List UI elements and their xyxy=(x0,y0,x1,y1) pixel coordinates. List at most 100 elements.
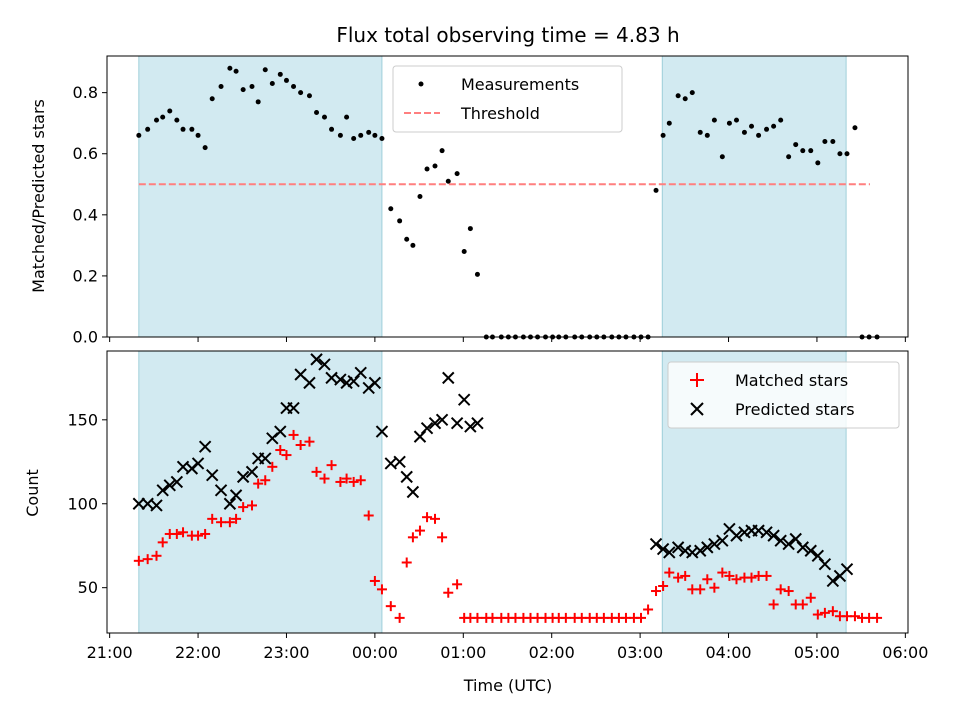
x-tick-label: 02:00 xyxy=(529,643,575,662)
x-tick-label: 06:00 xyxy=(882,643,928,662)
matched-star-point xyxy=(253,478,264,489)
measurement-point xyxy=(749,123,755,129)
measurement-point xyxy=(136,132,142,138)
measurement-point xyxy=(262,67,268,73)
measurement-point xyxy=(160,114,166,120)
predicted-star-point xyxy=(354,366,367,380)
top-y-axis-label: Matched/Predicted stars xyxy=(29,99,48,293)
matched-star-point xyxy=(812,609,823,620)
y-tick-label: 0.6 xyxy=(73,144,98,163)
matched-star-point xyxy=(819,607,830,618)
measurement-point xyxy=(756,132,762,138)
measurement-point xyxy=(344,114,350,120)
predicted-star-point xyxy=(223,497,237,510)
measurement-point xyxy=(454,171,460,177)
measurement-point xyxy=(227,65,233,71)
matched-star-point xyxy=(664,567,675,578)
measurement-point xyxy=(704,132,710,138)
matched-star-point xyxy=(487,612,498,623)
matched-star-point xyxy=(658,581,669,591)
matched-star-point xyxy=(311,466,322,477)
matched-star-point xyxy=(369,575,380,586)
y-tick-label: 150 xyxy=(67,410,98,429)
measurement-point xyxy=(417,194,423,199)
legend-matched-label: Matched stars xyxy=(735,371,848,390)
predicted-star-point xyxy=(191,457,205,470)
predicted-star-point xyxy=(163,479,176,492)
matched-star-point xyxy=(437,532,448,543)
predicted-star-point xyxy=(310,353,323,366)
matched-star-point xyxy=(281,450,292,461)
y-tick-label: 0.4 xyxy=(73,205,98,224)
measurement-point xyxy=(786,154,792,160)
predicted-star-point xyxy=(428,416,442,430)
predicted-star-point xyxy=(132,497,146,510)
measurement-point xyxy=(167,108,173,114)
predicted-star-point xyxy=(649,537,663,551)
measurement-point xyxy=(474,271,480,277)
x-tick-label: 05:00 xyxy=(794,643,840,662)
measurement-point xyxy=(366,129,372,135)
predicted-star-point xyxy=(400,470,413,484)
matched-star-point xyxy=(157,537,168,548)
measurement-point xyxy=(719,154,725,160)
measurement-point xyxy=(808,148,814,154)
x-tick-label: 03:00 xyxy=(617,643,663,662)
predicted-star-point xyxy=(198,440,212,453)
matched-star-point xyxy=(643,604,654,615)
matched-star-point xyxy=(731,574,742,585)
predicted-star-point xyxy=(368,376,382,390)
predicted-star-point xyxy=(406,485,420,499)
measurement-point xyxy=(741,129,747,135)
predicted-star-point xyxy=(782,537,795,551)
measurement-point xyxy=(660,132,666,138)
measurement-point xyxy=(180,126,186,132)
y-tick-label: 0.0 xyxy=(73,328,98,347)
x-tick-label: 22:00 xyxy=(175,643,221,662)
matched-star-point xyxy=(335,476,346,487)
measurement-point xyxy=(844,151,850,157)
predicted-star-point xyxy=(450,416,464,430)
plot-frame xyxy=(106,350,909,634)
measurement-point xyxy=(202,145,208,151)
matched-star-point xyxy=(207,513,218,524)
matched-star-point xyxy=(680,570,691,581)
measurement-point xyxy=(689,90,695,96)
y-tick-label: 0.8 xyxy=(73,83,98,102)
measurement-point xyxy=(195,132,201,138)
matched-star-point xyxy=(133,555,144,566)
measurement-point xyxy=(726,120,732,126)
predicted-star-point xyxy=(236,470,250,484)
matched-star-point xyxy=(761,570,772,581)
measurement-point xyxy=(675,93,681,99)
matched-star-point xyxy=(452,579,463,590)
predicted-star-point xyxy=(471,416,484,430)
predicted-star-point xyxy=(393,455,406,468)
legend-measurements-label: Measurements xyxy=(461,75,579,94)
x-tick-label: 00:00 xyxy=(352,643,398,662)
matched-star-point xyxy=(275,445,286,456)
matched-star-point xyxy=(200,528,211,539)
y-tick-label: 50 xyxy=(78,578,98,597)
panel-ratio: 0.00.20.40.60.8 Matched/Predicted stars … xyxy=(29,55,909,347)
measurement-point xyxy=(697,129,703,135)
matched-star-point xyxy=(724,570,735,581)
predicted-star-point xyxy=(767,529,780,542)
matched-star-point xyxy=(422,512,433,523)
matched-star-point xyxy=(430,513,441,524)
x-tick-label: 01:00 xyxy=(440,643,486,662)
legend-predicted-marker xyxy=(690,402,704,416)
matched-star-point xyxy=(636,612,646,623)
measurement-point xyxy=(461,248,467,254)
matched-star-point xyxy=(407,532,418,543)
predicted-star-point xyxy=(156,484,169,497)
y-tick-label: 0.2 xyxy=(73,266,98,285)
predicted-star-point xyxy=(375,425,389,438)
measurement-point xyxy=(410,242,416,248)
matched-star-point xyxy=(401,557,412,568)
predicted-star-point xyxy=(340,376,353,390)
predicted-star-point xyxy=(663,546,676,559)
matched-star-point xyxy=(260,475,271,486)
predicted-star-point xyxy=(170,475,184,489)
predicted-star-point xyxy=(259,452,272,465)
